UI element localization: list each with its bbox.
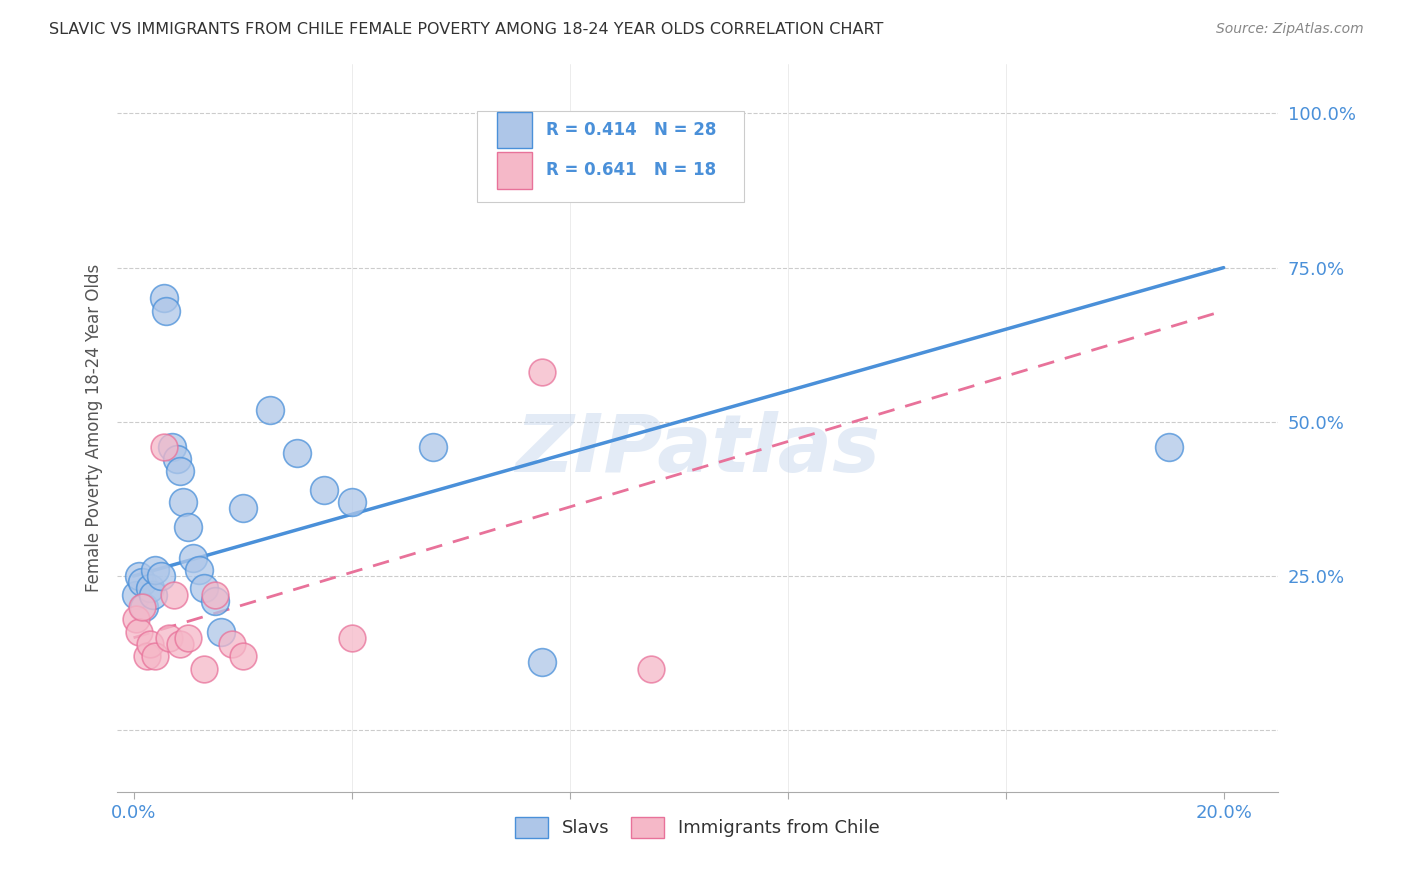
Point xyxy=(193,582,215,596)
Text: R = 0.414   N = 28: R = 0.414 N = 28 xyxy=(546,121,716,139)
Point xyxy=(128,624,150,639)
Point xyxy=(143,563,166,577)
Point xyxy=(131,575,153,590)
Point xyxy=(169,464,191,478)
FancyBboxPatch shape xyxy=(496,112,531,148)
Point xyxy=(136,649,159,664)
Point xyxy=(131,599,153,614)
Point xyxy=(422,440,444,454)
Point xyxy=(155,303,177,318)
Point xyxy=(163,588,186,602)
Point xyxy=(531,366,554,380)
Point xyxy=(139,637,162,651)
Point xyxy=(157,631,180,645)
Text: R = 0.641   N = 18: R = 0.641 N = 18 xyxy=(546,161,716,179)
Point xyxy=(232,649,254,664)
Point xyxy=(209,624,232,639)
Point xyxy=(142,588,165,602)
Point xyxy=(531,656,554,670)
Text: ZIPatlas: ZIPatlas xyxy=(515,411,880,489)
Point xyxy=(232,501,254,516)
Text: SLAVIC VS IMMIGRANTS FROM CHILE FEMALE POVERTY AMONG 18-24 YEAR OLDS CORRELATION: SLAVIC VS IMMIGRANTS FROM CHILE FEMALE P… xyxy=(49,22,883,37)
Point xyxy=(152,292,174,306)
Point xyxy=(340,495,363,509)
Point xyxy=(149,569,172,583)
Point xyxy=(1159,440,1181,454)
Point xyxy=(152,440,174,454)
Legend: Slavs, Immigrants from Chile: Slavs, Immigrants from Chile xyxy=(508,810,887,845)
Point xyxy=(340,631,363,645)
Point xyxy=(204,593,226,607)
FancyBboxPatch shape xyxy=(477,112,744,202)
Point xyxy=(172,495,194,509)
Point xyxy=(160,440,183,454)
Point xyxy=(128,569,150,583)
Point xyxy=(187,563,209,577)
Point xyxy=(221,637,243,651)
Point xyxy=(204,588,226,602)
Point xyxy=(169,637,191,651)
Point xyxy=(177,631,200,645)
Point xyxy=(640,662,662,676)
Point xyxy=(183,550,205,565)
Point xyxy=(177,519,200,533)
Point xyxy=(259,402,281,417)
FancyBboxPatch shape xyxy=(496,153,531,189)
Point xyxy=(125,588,148,602)
Point xyxy=(193,662,215,676)
Point xyxy=(139,582,162,596)
Point xyxy=(285,445,308,459)
Point xyxy=(125,612,148,626)
Point xyxy=(314,483,336,497)
Text: Source: ZipAtlas.com: Source: ZipAtlas.com xyxy=(1216,22,1364,37)
Y-axis label: Female Poverty Among 18-24 Year Olds: Female Poverty Among 18-24 Year Olds xyxy=(86,264,103,592)
Point xyxy=(134,599,156,614)
Point xyxy=(166,451,188,466)
Point xyxy=(143,649,166,664)
